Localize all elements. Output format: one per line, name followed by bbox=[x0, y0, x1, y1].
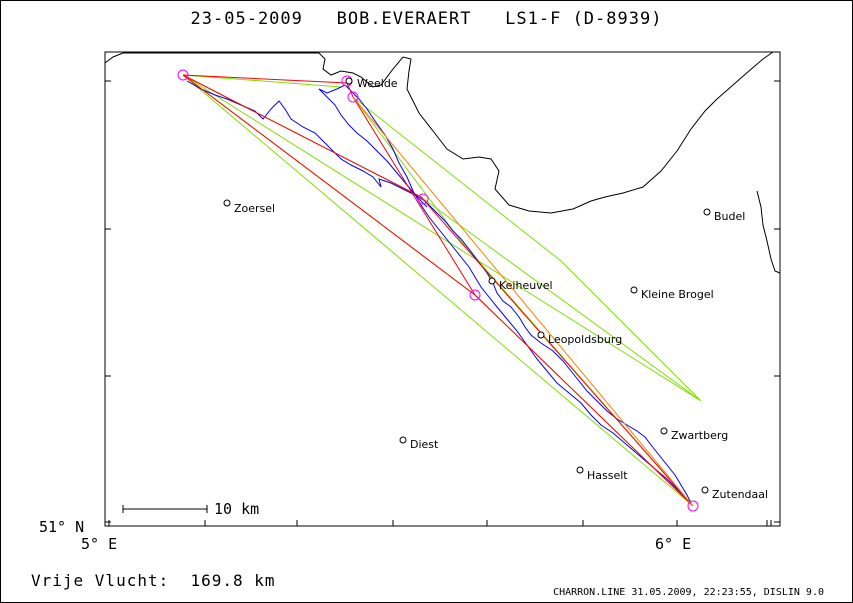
town-label-hasselt: Hasselt bbox=[587, 469, 628, 482]
axis-ticks bbox=[105, 80, 780, 526]
flight-date: 23-05-2009 bbox=[190, 9, 303, 29]
town-marker-budel bbox=[703, 208, 711, 216]
town-labels: Weelde Zoersel Budel Keiheuvel Kleine Br… bbox=[234, 77, 768, 501]
town-marker-kleine-brogel bbox=[630, 286, 638, 294]
town-marker-weelde bbox=[345, 77, 353, 85]
scale-bar: 10 km bbox=[122, 500, 259, 518]
town-marker-zwartberg bbox=[660, 427, 668, 435]
town-marker-zutendaal bbox=[701, 486, 709, 494]
gps-track bbox=[186, 80, 692, 504]
town-label-weelde: Weelde bbox=[357, 77, 398, 90]
turnpoint-4 bbox=[469, 289, 481, 301]
town-label-budel: Budel bbox=[714, 210, 745, 223]
turnpoint-2 bbox=[347, 91, 359, 103]
lat-label: 51° N bbox=[39, 518, 84, 536]
turnpoints bbox=[177, 69, 699, 512]
turnpoint-finish bbox=[687, 500, 699, 512]
town-marker-keiheuvel bbox=[488, 277, 496, 285]
town-marker-hasselt bbox=[576, 466, 584, 474]
town-marker-zoersel bbox=[223, 199, 231, 207]
orange-leg bbox=[352, 96, 694, 507]
town-label-zwartberg: Zwartberg bbox=[671, 429, 728, 442]
town-label-zutendaal: Zutendaal bbox=[712, 488, 768, 501]
distance-label: Vrije Vlucht: bbox=[31, 571, 170, 590]
turnpoint-3 bbox=[417, 193, 429, 205]
map-border bbox=[104, 51, 781, 527]
town-label-diest: Diest bbox=[410, 438, 439, 451]
national-border-east bbox=[756, 190, 781, 274]
flight-distance: Vrije Vlucht: 169.8 km bbox=[31, 571, 276, 590]
distance-value: 169.8 km bbox=[190, 571, 276, 590]
turnpoint-start bbox=[177, 69, 189, 81]
scale-bar-label: 10 km bbox=[214, 500, 259, 518]
town-label-zoersel: Zoersel bbox=[234, 202, 275, 215]
town-label-leopoldsburg: Leopoldsburg bbox=[548, 333, 622, 346]
lon-label-5e: 5° E bbox=[81, 535, 117, 553]
glider-id: LS1-F (D-8939) bbox=[505, 9, 663, 29]
pilot-name: BOB.EVERAERT bbox=[336, 9, 472, 29]
footer-info: CHARRON.LINE 31.05.2009, 22:23:55, DISLI… bbox=[553, 587, 824, 598]
town-markers bbox=[223, 77, 711, 494]
town-label-kleine-brogel: Kleine Brogel bbox=[641, 288, 714, 301]
town-marker-leopoldsburg bbox=[537, 331, 545, 339]
town-marker-diest bbox=[399, 436, 407, 444]
flight-title: 23-05-2009 BOB.EVERAERT LS1-F (D-8939) bbox=[1, 9, 852, 29]
national-border bbox=[104, 51, 774, 214]
town-label-keiheuvel: Keiheuvel bbox=[499, 279, 553, 292]
lon-label-6e: 6° E bbox=[655, 535, 691, 553]
